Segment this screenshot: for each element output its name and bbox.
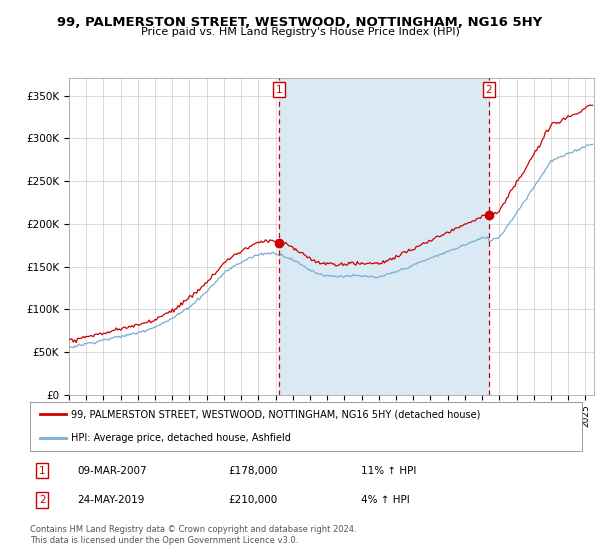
Text: 11% ↑ HPI: 11% ↑ HPI: [361, 465, 416, 475]
Text: 99, PALMERSTON STREET, WESTWOOD, NOTTINGHAM, NG16 5HY (detached house): 99, PALMERSTON STREET, WESTWOOD, NOTTING…: [71, 409, 481, 419]
Text: 1: 1: [39, 465, 46, 475]
Text: 09-MAR-2007: 09-MAR-2007: [77, 465, 146, 475]
Text: HPI: Average price, detached house, Ashfield: HPI: Average price, detached house, Ashf…: [71, 433, 291, 443]
Bar: [279, 78, 489, 395]
Text: Price paid vs. HM Land Registry's House Price Index (HPI): Price paid vs. HM Land Registry's House …: [140, 27, 460, 37]
Text: 24-MAY-2019: 24-MAY-2019: [77, 495, 144, 505]
Text: 99, PALMERSTON STREET, WESTWOOD, NOTTINGHAM, NG16 5HY: 99, PALMERSTON STREET, WESTWOOD, NOTTING…: [58, 16, 542, 29]
Text: 1: 1: [275, 85, 282, 95]
Text: £178,000: £178,000: [229, 465, 278, 475]
Text: 2: 2: [485, 85, 492, 95]
Text: £210,000: £210,000: [229, 495, 278, 505]
Text: 4% ↑ HPI: 4% ↑ HPI: [361, 495, 410, 505]
Text: 2: 2: [39, 495, 46, 505]
Text: Contains HM Land Registry data © Crown copyright and database right 2024.
This d: Contains HM Land Registry data © Crown c…: [30, 525, 356, 545]
